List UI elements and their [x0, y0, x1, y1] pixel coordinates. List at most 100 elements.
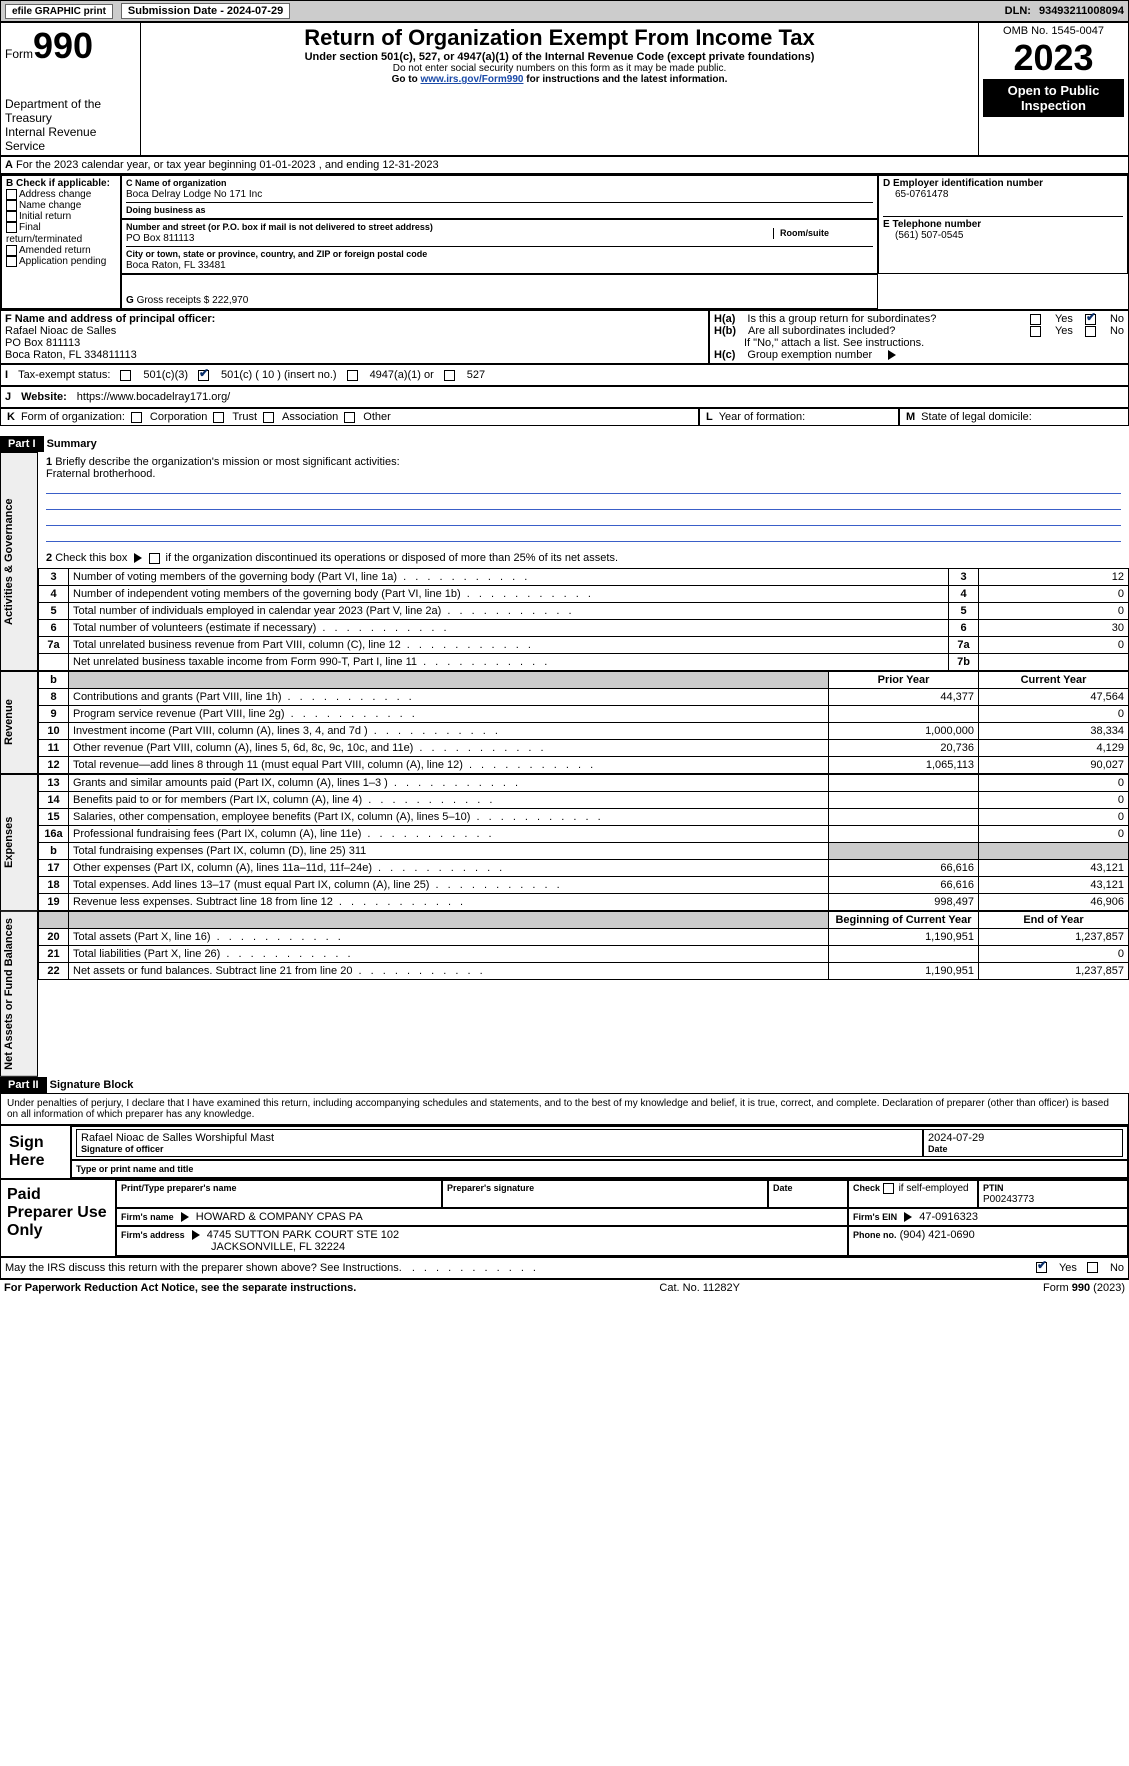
line-label: Salaries, other compensation, employee b… — [69, 809, 829, 826]
line1-label: Briefly describe the organization's miss… — [55, 456, 399, 468]
hb-yes-checkbox[interactable] — [1030, 326, 1041, 337]
line-label: Grants and similar amounts paid (Part IX… — [69, 775, 829, 792]
line-label: Total liabilities (Part X, line 26) — [69, 946, 829, 963]
row-k: K Form of organization: Corporation Trus… — [0, 408, 699, 426]
current-value: 47,564 — [979, 689, 1129, 706]
ha-no-checkbox[interactable] — [1085, 314, 1096, 325]
current-value: 1,237,857 — [979, 963, 1129, 980]
527-checkbox[interactable] — [444, 370, 455, 381]
label-netassets: Net Assets or Fund Balances — [0, 911, 38, 1077]
k-opt: Trust — [232, 411, 257, 423]
box-address: Number and street (or P.O. box if mail i… — [121, 219, 878, 274]
501c3-checkbox[interactable] — [120, 370, 131, 381]
other-checkbox[interactable] — [344, 412, 355, 423]
4947-checkbox[interactable] — [347, 370, 358, 381]
address-change-checkbox[interactable] — [6, 189, 17, 200]
firm-phone: (904) 421-0690 — [900, 1229, 975, 1241]
irs-form990-link[interactable]: www.irs.gov/Form990 — [420, 74, 523, 85]
form-subtitle: Under section 501(c), 527, or 4947(a)(1)… — [145, 51, 974, 63]
yes-label: Yes — [1055, 325, 1073, 337]
j-label: J — [5, 391, 11, 403]
corporation-checkbox[interactable] — [131, 412, 142, 423]
f-label: F Name and address of principal officer: — [5, 313, 215, 325]
ptin-label: PTIN — [983, 1183, 1004, 1193]
line-num: 8 — [39, 689, 69, 706]
current-value: 0 — [979, 792, 1129, 809]
final-return-checkbox[interactable] — [6, 222, 17, 233]
501c-checkbox[interactable] — [198, 370, 209, 381]
dln-value: 93493211008094 — [1039, 5, 1124, 17]
part1-body: Activities & Governance 1 Briefly descri… — [0, 452, 1129, 1077]
row-l: L Year of formation: — [699, 408, 899, 426]
line-label: Professional fundraising fees (Part IX, … — [69, 826, 829, 843]
efile-graphic-print-button[interactable]: efile GRAPHIC print — [5, 4, 113, 19]
association-checkbox[interactable] — [263, 412, 274, 423]
omb-number: OMB No. 1545-0047 — [983, 25, 1124, 37]
line-num: 18 — [39, 877, 69, 894]
self-employed-checkbox[interactable] — [883, 1183, 894, 1194]
col-current: Current Year — [979, 672, 1129, 689]
prior-value — [829, 775, 979, 792]
discuss-no-checkbox[interactable] — [1087, 1262, 1098, 1273]
i-opt: 4947(a)(1) or — [370, 369, 434, 381]
line-label: Contributions and grants (Part VIII, lin… — [69, 689, 829, 706]
b-item: Address change — [19, 189, 91, 200]
ha-yes-checkbox[interactable] — [1030, 314, 1041, 325]
label-governance: Activities & Governance — [0, 452, 38, 671]
form-label: Form — [5, 47, 33, 61]
line-value: 30 — [979, 620, 1129, 637]
prior-value: 1,190,951 — [829, 929, 979, 946]
hb-text: Are all subordinates included? — [748, 325, 895, 337]
b-label: B Check if applicable: — [6, 178, 110, 189]
ptin-value: P00243773 — [983, 1194, 1034, 1205]
b-item: Initial return — [19, 211, 71, 222]
firm-ein: 47-0916323 — [919, 1211, 978, 1223]
c-label: C Name of organization — [126, 178, 227, 188]
box-b: B Check if applicable: Address change Na… — [1, 175, 121, 309]
current-value: 1,237,857 — [979, 929, 1129, 946]
officer-addr1: PO Box 811113 — [5, 337, 80, 349]
website-url: https://www.bocadelray171.org/ — [77, 391, 230, 403]
line-label: Investment income (Part VIII, column (A)… — [69, 723, 829, 740]
hb-label: H(b) — [714, 325, 736, 337]
line-label: Total expenses. Add lines 13–17 (must eq… — [69, 877, 829, 894]
submission-date: Submission Date - 2024-07-29 — [121, 3, 290, 19]
name-change-checkbox[interactable] — [6, 200, 17, 211]
prep-date-label: Date — [773, 1183, 793, 1193]
prior-value: 66,616 — [829, 860, 979, 877]
org-name: Boca Delray Lodge No 171 Inc — [126, 189, 262, 200]
arrow-icon — [181, 1212, 189, 1222]
current-value: 0 — [979, 809, 1129, 826]
prep-check-post: if self-employed — [899, 1183, 969, 1194]
prep-check-label: Check — [853, 1183, 880, 1193]
current-value: 0 — [979, 826, 1129, 843]
line-num: 6 — [39, 620, 69, 637]
amended-return-checkbox[interactable] — [6, 245, 17, 256]
box-g: G Gross receipts $ 222,970 — [121, 274, 878, 309]
application-pending-checkbox[interactable] — [6, 256, 17, 267]
initial-return-checkbox[interactable] — [6, 211, 17, 222]
line-num: 7a — [39, 637, 69, 654]
sig-date: 2024-07-29 — [928, 1132, 1118, 1144]
current-value: 38,334 — [979, 723, 1129, 740]
line-label: Other expenses (Part IX, column (A), lin… — [69, 860, 829, 877]
i-opt: 501(c) ( 10 ) (insert no.) — [221, 369, 337, 381]
b-item: Application pending — [19, 256, 106, 267]
hb-no-checkbox[interactable] — [1085, 326, 1096, 337]
trust-checkbox[interactable] — [213, 412, 224, 423]
part2-header-row: Part II Signature Block — [0, 1077, 1129, 1093]
line-value: 0 — [979, 637, 1129, 654]
current-value: 0 — [979, 775, 1129, 792]
line-label: Net unrelated business taxable income fr… — [69, 654, 949, 671]
gross-receipts: Gross receipts $ 222,970 — [137, 295, 249, 306]
line2-checkbox[interactable] — [149, 553, 160, 564]
discuss-yes-checkbox[interactable] — [1036, 1262, 1047, 1273]
hc-text: Group exemption number — [747, 349, 872, 361]
prior-value: 66,616 — [829, 877, 979, 894]
dln-label: DLN: — [1005, 5, 1031, 17]
hc-label: H(c) — [714, 349, 735, 361]
prior-value: 1,065,113 — [829, 757, 979, 774]
k-opt: Corporation — [150, 411, 207, 423]
current-value: 90,027 — [979, 757, 1129, 774]
line-num: b — [39, 843, 69, 860]
